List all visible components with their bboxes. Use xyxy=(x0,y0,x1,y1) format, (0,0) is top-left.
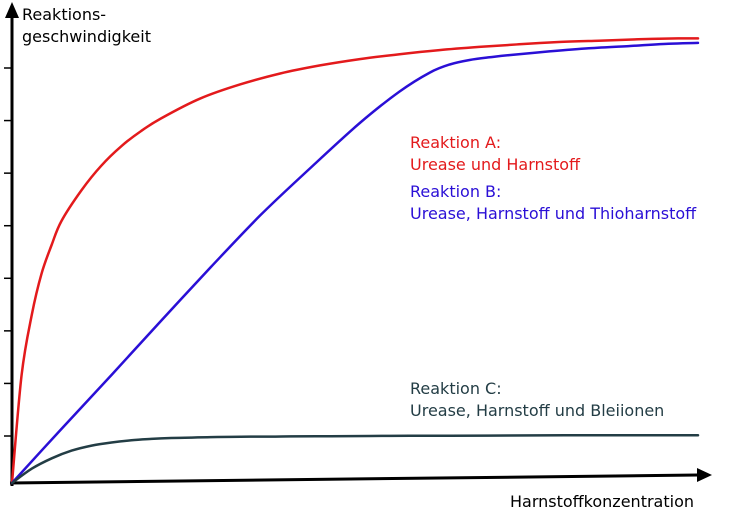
x-axis-label: Harnstoffkonzentration xyxy=(510,492,694,508)
y-ticks xyxy=(4,67,12,437)
series-a-label-line-1: Reaktion A: xyxy=(410,133,501,152)
y-axis-label-line-2: geschwindigkeit xyxy=(22,27,151,46)
series-b-label-line-1: Reaktion B: xyxy=(410,182,501,201)
series-line-b xyxy=(10,41,700,485)
series-c-label-line-1: Reaktion C: xyxy=(410,379,502,398)
x-axis-arrow xyxy=(697,468,712,482)
series-a-label: Reaktion A: Urease und Harnstoff xyxy=(410,133,581,174)
x-axis xyxy=(9,473,699,485)
series-lines xyxy=(10,37,700,485)
y-axis-arrow xyxy=(5,2,19,18)
y-axis-label: Reaktions- geschwindigkeit xyxy=(22,5,151,46)
series-b-label: Reaktion B: Urease, Harnstoff und Thioha… xyxy=(410,182,697,223)
series-c-label: Reaktion C: Urease, Harnstoff und Bleiio… xyxy=(410,379,664,420)
y-axis-label-line-1: Reaktions- xyxy=(22,5,106,24)
series-line-c xyxy=(10,434,700,485)
series-line-a xyxy=(10,37,700,485)
series-a-label-line-2: Urease und Harnstoff xyxy=(410,155,581,174)
series-c-label-line-2: Urease, Harnstoff und Bleiionen xyxy=(410,401,664,420)
series-b-label-line-2: Urease, Harnstoff und Thioharnstoff xyxy=(410,204,697,223)
